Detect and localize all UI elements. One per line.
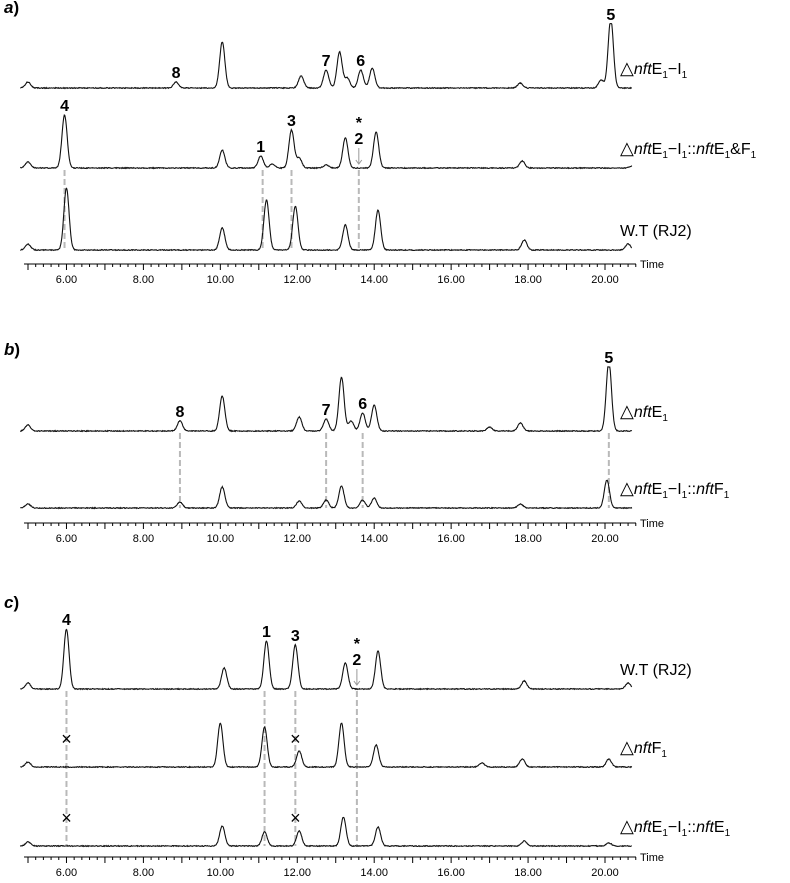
peak-label-a-2: 2 <box>354 131 363 148</box>
x-tick-label: 16.00 <box>437 867 465 879</box>
trace-label-b-0: △nftE1​ <box>620 401 668 424</box>
x-tick-label: 20.00 <box>591 274 619 286</box>
trace-c-0 <box>20 628 633 691</box>
x-tick-label: 14.00 <box>360 533 388 545</box>
trace-label-c-2: △nftE1​−I1​::nftE1​ <box>620 816 731 839</box>
x-tick-label: 10.00 <box>207 867 235 879</box>
x-tick-label: 20.00 <box>591 867 619 879</box>
trace-label-a-1: △nftE1​−I1​::nftE1​&F1 <box>620 138 757 161</box>
x-tick-label: 6.00 <box>56 867 77 879</box>
trace-b-0 <box>19 366 633 433</box>
x-tick-label: 12.00 <box>284 274 312 286</box>
trace-a-0 <box>20 23 633 90</box>
axis-layer <box>24 263 637 863</box>
peak-label-a-7: 7 <box>322 53 331 70</box>
x-tick-label: 10.00 <box>207 274 235 286</box>
peak-label-a-3: 3 <box>287 113 296 130</box>
peak-arrow-head <box>355 159 363 165</box>
peak-label-a-1: 1 <box>256 139 265 156</box>
trace-c-1 <box>20 722 633 769</box>
x-tick-label: 12.00 <box>284 867 312 879</box>
peak-label-c-4: 4 <box>62 612 71 629</box>
trace-b-1 <box>20 479 633 510</box>
trace-c-2 <box>19 816 632 848</box>
x-tick-label: 20.00 <box>591 533 619 545</box>
peak-label-a-8: 8 <box>172 65 181 82</box>
absent-mark: × <box>61 808 72 828</box>
trace-label-a-2: W.T (RJ2) <box>620 223 692 240</box>
trace-label-a-0: △nftE1​−I1​ <box>620 58 688 81</box>
peak-label-a-5: 5 <box>606 7 615 24</box>
x-tick-label: 10.00 <box>207 533 235 545</box>
trace-a-1 <box>19 114 633 170</box>
peak-arrow-head <box>353 680 361 686</box>
x-tick-label: 16.00 <box>437 533 465 545</box>
x-axis-title-c: Time <box>640 852 664 864</box>
peak-label-b-8: 8 <box>175 404 184 421</box>
panel-label-c: c) <box>4 593 19 612</box>
peak-label-a-4: 4 <box>60 98 69 115</box>
x-tick-label: 16.00 <box>437 274 465 286</box>
x-tick-label: 8.00 <box>133 274 154 286</box>
x-tick-label: 14.00 <box>360 274 388 286</box>
trace-label-c-0: W.T (RJ2) <box>620 662 692 679</box>
x-tick-label: 18.00 <box>514 274 542 286</box>
x-tick-label: 18.00 <box>514 533 542 545</box>
guide-layer <box>63 170 610 846</box>
x-axis-title-a: Time <box>640 259 664 271</box>
label-layer: a)△nftE1​−I1​△nftE1​−I1​::nftE1​&F1W.T (… <box>4 0 757 879</box>
peak-star: * <box>354 636 361 653</box>
peak-label-c-2: 2 <box>352 652 361 669</box>
x-tick-label: 6.00 <box>56 274 77 286</box>
x-axis-title-b: Time <box>640 518 664 530</box>
peak-label-b-5: 5 <box>604 350 613 367</box>
peak-label-b-7: 7 <box>322 402 331 419</box>
trace-label-c-1: △nftF1​ <box>620 737 667 760</box>
x-tick-label: 8.00 <box>133 867 154 879</box>
x-tick-label: 14.00 <box>360 867 388 879</box>
x-tick-label: 6.00 <box>56 533 77 545</box>
peak-label-c-3: 3 <box>291 628 300 645</box>
x-tick-label: 12.00 <box>284 533 312 545</box>
trace-layer <box>19 23 633 848</box>
absent-mark: × <box>290 729 301 749</box>
peak-label-a-6: 6 <box>356 53 365 70</box>
trace-label-b-1: △nftE1​−I1​::nftF1​ <box>620 478 730 501</box>
panel-label-a: a) <box>4 0 19 17</box>
peak-star: * <box>356 115 363 132</box>
peak-label-b-6: 6 <box>358 396 367 413</box>
trace-a-2 <box>20 187 633 252</box>
peak-label-c-1: 1 <box>262 624 271 641</box>
absent-mark: × <box>61 729 72 749</box>
panel-label-b: b) <box>4 340 20 359</box>
x-tick-label: 18.00 <box>514 867 542 879</box>
x-tick-label: 8.00 <box>133 533 154 545</box>
absent-mark: × <box>290 808 301 828</box>
